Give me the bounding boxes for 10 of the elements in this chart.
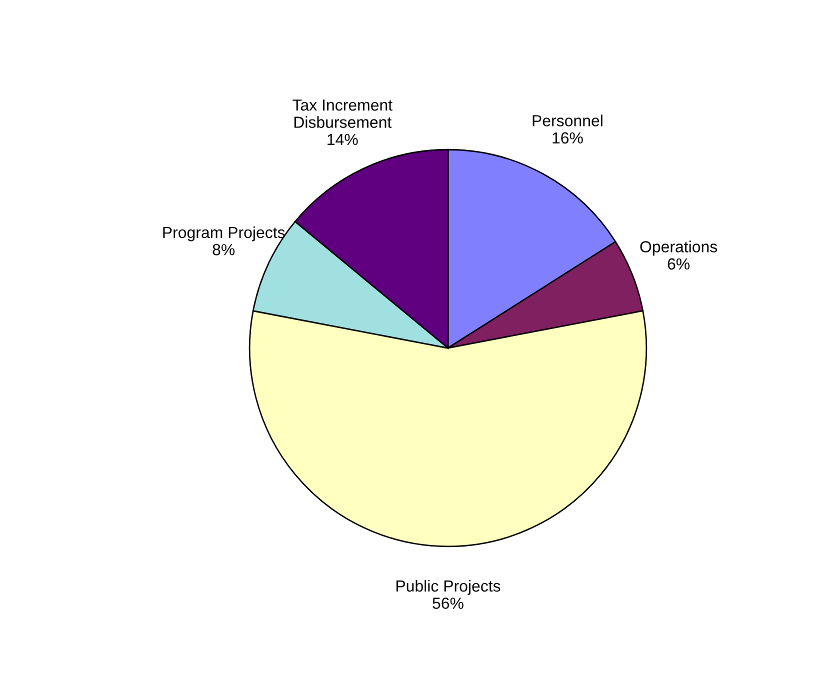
slice-label: Personnel: [532, 114, 602, 126]
data-label: 14%: [328, 134, 358, 146]
slice-label: Public Projects: [396, 580, 500, 595]
slice-label: Tax Increment Disbursement: [292, 100, 392, 128]
slice-label: Program Projects: [163, 226, 285, 242]
data-label: 16%: [552, 132, 583, 144]
slice-label: Operations: [640, 240, 718, 256]
data-label: 56%: [432, 598, 464, 609]
data-label: 8%: [212, 244, 235, 256]
data-label: 6%: [668, 258, 690, 270]
